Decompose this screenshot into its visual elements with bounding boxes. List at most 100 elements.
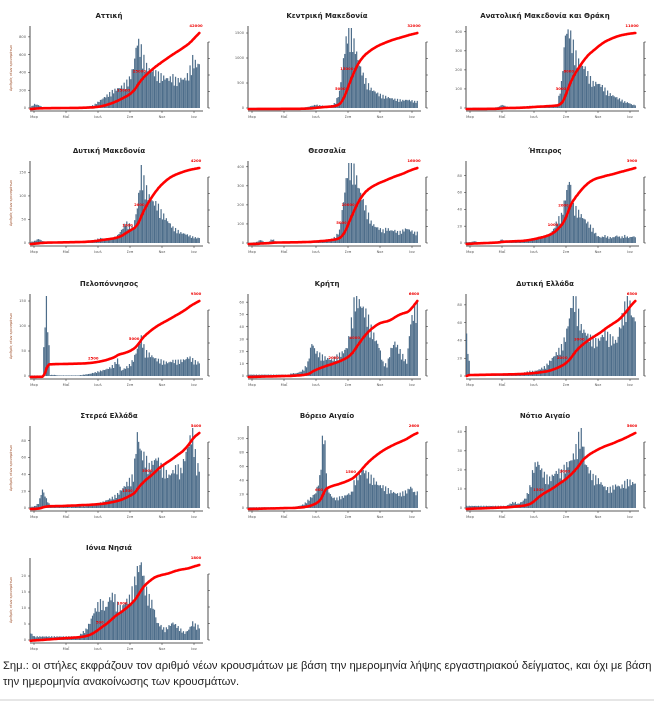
bar — [248, 507, 250, 508]
bar — [138, 572, 140, 640]
y-tick-label: 100 — [237, 222, 245, 226]
bar — [369, 337, 371, 376]
bar — [313, 348, 316, 376]
bar — [369, 223, 371, 243]
x-tick-label: Μαρ — [30, 383, 38, 387]
bar — [614, 236, 617, 243]
chart-title: Ανατολική Μακεδονία και Θράκη — [480, 12, 610, 20]
bar — [607, 487, 609, 508]
bar — [601, 484, 603, 508]
bar — [74, 375, 77, 376]
bar — [105, 240, 107, 243]
bar — [605, 340, 607, 376]
bar — [531, 470, 534, 508]
bar — [176, 233, 178, 243]
bar — [411, 315, 413, 376]
bar — [350, 28, 353, 108]
bar — [176, 364, 178, 376]
bar — [178, 363, 181, 376]
bar — [119, 604, 121, 640]
bar — [312, 345, 314, 376]
bar — [114, 236, 116, 243]
bar — [185, 631, 187, 640]
bar — [583, 329, 585, 376]
x-tick-label: Σεπ — [127, 383, 134, 387]
bar — [385, 486, 387, 508]
bar — [127, 368, 129, 376]
bar — [363, 473, 366, 508]
bar — [316, 486, 318, 508]
bar — [94, 608, 96, 640]
bar — [90, 618, 92, 640]
bar — [626, 102, 628, 108]
bar — [192, 54, 194, 108]
x-tick-label: Ιουλ — [94, 115, 102, 119]
bar — [153, 358, 156, 376]
bar — [85, 506, 87, 508]
bar — [111, 592, 113, 640]
bar — [198, 628, 200, 640]
x-tick-label: Ιουλ — [530, 383, 538, 387]
bar — [607, 90, 609, 108]
bar — [610, 345, 613, 376]
bar — [346, 348, 349, 376]
bar — [605, 237, 607, 243]
bar — [367, 472, 370, 508]
bar — [43, 347, 45, 376]
bar — [165, 218, 167, 243]
bar — [617, 99, 619, 108]
bar — [400, 233, 403, 243]
bar — [618, 236, 621, 243]
bar — [118, 364, 120, 376]
bar — [581, 333, 584, 376]
bar — [101, 371, 103, 376]
bar — [157, 358, 160, 376]
bar — [144, 595, 146, 640]
x-tick-label: Ιουλ — [312, 115, 320, 119]
bar — [468, 505, 470, 508]
bar — [358, 471, 360, 508]
bar — [164, 364, 166, 376]
bar — [305, 367, 308, 376]
bar — [398, 234, 400, 243]
bar — [36, 104, 38, 108]
bar — [308, 500, 310, 508]
bar — [501, 104, 503, 108]
bar — [148, 194, 150, 243]
bar — [404, 99, 407, 108]
bar — [588, 83, 590, 108]
bar — [597, 478, 599, 508]
bar — [180, 628, 182, 640]
bar — [571, 460, 573, 508]
bar — [134, 220, 136, 243]
mid-value-label: 2500 — [88, 356, 99, 361]
bar — [601, 85, 603, 108]
bar — [78, 505, 80, 508]
chart-panel: Αττική 0 200 400 600 800 Μαρ Μαΐ Ιουλ Σεπ Νοε Ιαν Αρ… — [0, 0, 218, 130]
mid-value-label: 500 — [96, 619, 104, 624]
bar — [35, 240, 37, 243]
bar — [564, 35, 567, 108]
bar — [607, 331, 609, 376]
bar — [502, 105, 505, 108]
bar — [161, 629, 163, 640]
bar — [563, 47, 565, 108]
bar — [593, 86, 596, 108]
chart-panel: Δυτική Ελλάδα 0 20 40 60 80 Μαρ Μαΐ Ιουλ Σεπ Νοε Ια… — [436, 268, 654, 398]
bar — [193, 364, 195, 376]
bar — [399, 99, 401, 108]
bar — [550, 360, 552, 376]
mid-value-label: 15000 — [340, 66, 354, 71]
bar — [407, 488, 409, 508]
bar — [180, 232, 182, 243]
bar — [403, 361, 405, 376]
bar — [309, 106, 312, 108]
divider — [0, 699, 654, 701]
bar — [160, 359, 162, 376]
bar — [152, 357, 154, 376]
bar — [136, 348, 138, 376]
bar — [194, 449, 196, 508]
bar — [621, 313, 623, 376]
bar — [618, 98, 621, 108]
bar — [188, 236, 190, 243]
